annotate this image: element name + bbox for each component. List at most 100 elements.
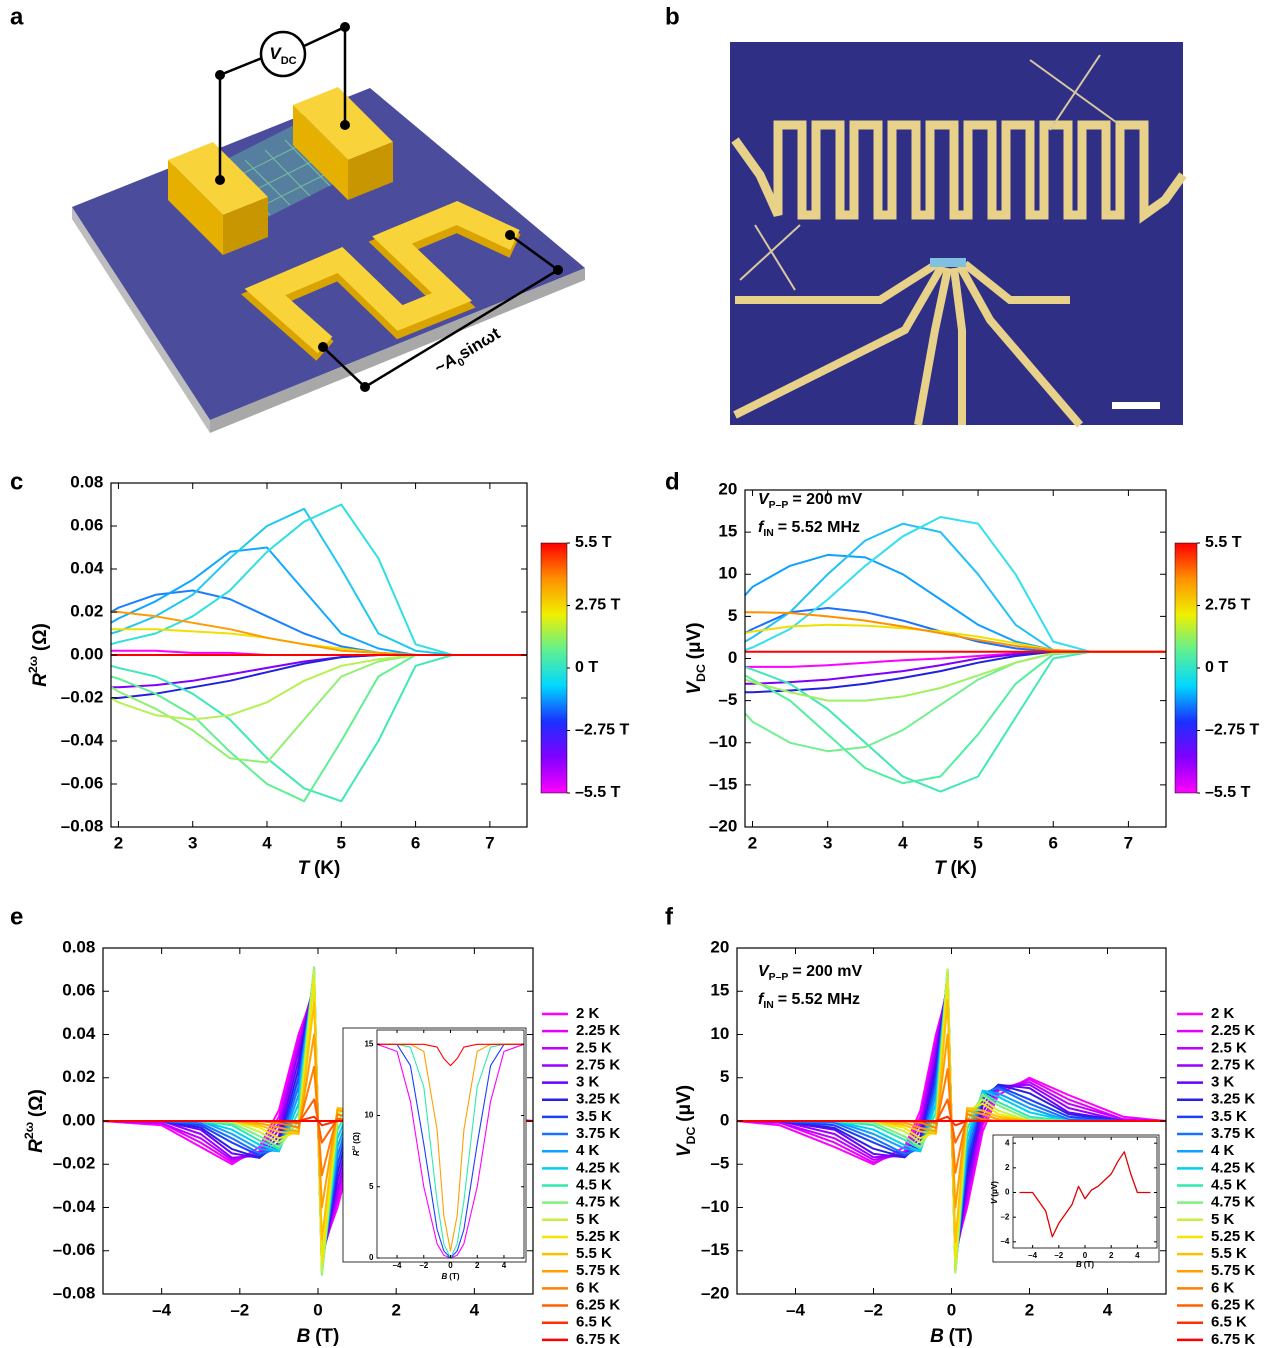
y-tick-label: 10 [718,564,737,583]
y-axis-label: VDC(μV) [684,622,708,694]
colorbar-label: 0 T [575,659,598,676]
x-tick-label: –2 [230,1300,249,1319]
sub: P–P [769,500,789,511]
legend-label: 3.75 K [1211,1125,1255,1142]
data-line [111,655,527,720]
sub: DC [281,55,297,67]
unit: (μV) [990,1181,999,1197]
data-line [745,612,1166,652]
y-tick-label: 10 [710,1024,729,1043]
y-tick-label: 0.04 [70,558,104,577]
y-tick-label: 0 [728,648,737,667]
data-line [111,655,527,801]
x-tick-label: –2 [1054,1251,1063,1260]
data-line [111,655,527,698]
legend-label: 6 K [576,1279,600,1296]
x-tick-label: 4 [1135,1251,1140,1260]
x-axis-label: T(K) [934,858,977,879]
y-tick-label: –2 [1000,1212,1009,1221]
unit: (Ω) [30,623,51,651]
legend-label: 5.75 K [576,1262,620,1279]
legend-label: 6.5 K [1211,1314,1247,1331]
legend-label: 4.25 K [1211,1159,1255,1176]
panel-label: a [10,3,24,30]
y-tick-label: –4 [1000,1237,1009,1246]
y-axis-label: R2ω(Ω) [22,1089,47,1153]
x-tick-label: 4 [1103,1300,1113,1319]
y-tick-label: 0.08 [62,937,95,956]
legend-label: 5.25 K [1211,1228,1255,1245]
scale-bar [1112,402,1160,409]
x-tick-label: –2 [419,1261,428,1270]
x-tick-label: 5 [337,833,346,852]
y-tick-label: –20 [701,1283,729,1302]
colorbar-label: –2.75 T [1205,722,1259,739]
legend-label: 2 K [1211,1005,1235,1022]
device-schematic [72,22,585,433]
y-tick-label: –20 [709,816,737,835]
x-tick-label: –2 [864,1300,883,1319]
symbol: T [934,858,947,879]
legend-label: 3.25 K [1211,1091,1255,1108]
data-line [745,652,1166,783]
legend-label: 2.25 K [1211,1022,1255,1039]
legend-label: 3.75 K [576,1125,620,1142]
x-tick-label: 4 [898,833,908,852]
sub: IN [763,1000,773,1011]
sub: DC [684,1127,698,1145]
unit: (T) [949,1326,973,1347]
y-tick-label: –0.02 [53,1154,96,1173]
x-tick-label: 2 [114,833,123,852]
x-tick-label: 3 [823,833,832,852]
y-tick-label: –0.08 [53,1283,96,1302]
data-line [745,517,1166,652]
y-axis-label: V(μV) [990,1181,999,1204]
suffix: sinωt [456,324,504,363]
x-axis-label: B(T) [297,1326,340,1347]
unit: (K) [950,858,976,879]
y-tick-label: 0.02 [70,601,103,620]
y-axis-label: VDC(μV) [674,1085,698,1157]
data-line [111,655,527,763]
legend-label: 5 K [1211,1211,1235,1228]
x-axis-label: B(T) [442,1272,460,1281]
symbol: B [1076,1260,1082,1269]
symbol: R [30,673,51,687]
text: = 5.52 MHz [778,991,860,1008]
y-tick-label: –0.04 [53,1197,96,1216]
x-tick-label: 0 [947,1300,956,1319]
y-tick-label: 0.08 [70,472,103,491]
x-tick-label: 2 [1025,1300,1034,1319]
y-tick-label: –0.06 [53,1240,96,1259]
x-tick-label: 7 [1124,833,1133,852]
x-axis-label: T(K) [298,858,341,879]
x-axis-label: B(T) [930,1326,973,1347]
y-tick-label: –0.08 [61,816,104,835]
figure: a b c d e f VDC~A0sinωt234567–0.08–0.06–… [0,0,1275,1348]
sub: P–P [769,972,789,983]
sub: DC [694,664,708,682]
annotation: VP–P= 200 mV [758,491,862,511]
symbol: V [990,1198,999,1204]
x-tick-label: 2 [475,1261,480,1270]
x-tick-label: –4 [393,1261,402,1270]
legend-label: 2.75 K [1211,1056,1255,1073]
text: = 200 mV [792,491,862,508]
legend-label: 2.5 K [576,1039,612,1056]
legend-label: 5.75 K [1211,1262,1255,1279]
y-tick-label: –0.02 [61,687,104,706]
data-line [745,652,1166,792]
legend-label: 2.25 K [576,1022,620,1039]
sup: 2ω [22,1122,36,1139]
y-tick-label: 4 [1005,1138,1010,1147]
y-tick-label: –0.06 [61,773,104,792]
legend-label: 2.5 K [1211,1039,1247,1056]
legend-label: 3 K [1211,1074,1235,1091]
colorbar-label: –2.75 T [575,722,629,739]
y-axis-label: R2ω(Ω) [26,623,51,687]
y-tick-label: 5 [728,606,737,625]
x-tick-label: 6 [1048,833,1057,852]
sup: ω [351,1145,357,1150]
unit: (T) [449,1272,460,1281]
legend-label: 4.75 K [1211,1194,1255,1211]
